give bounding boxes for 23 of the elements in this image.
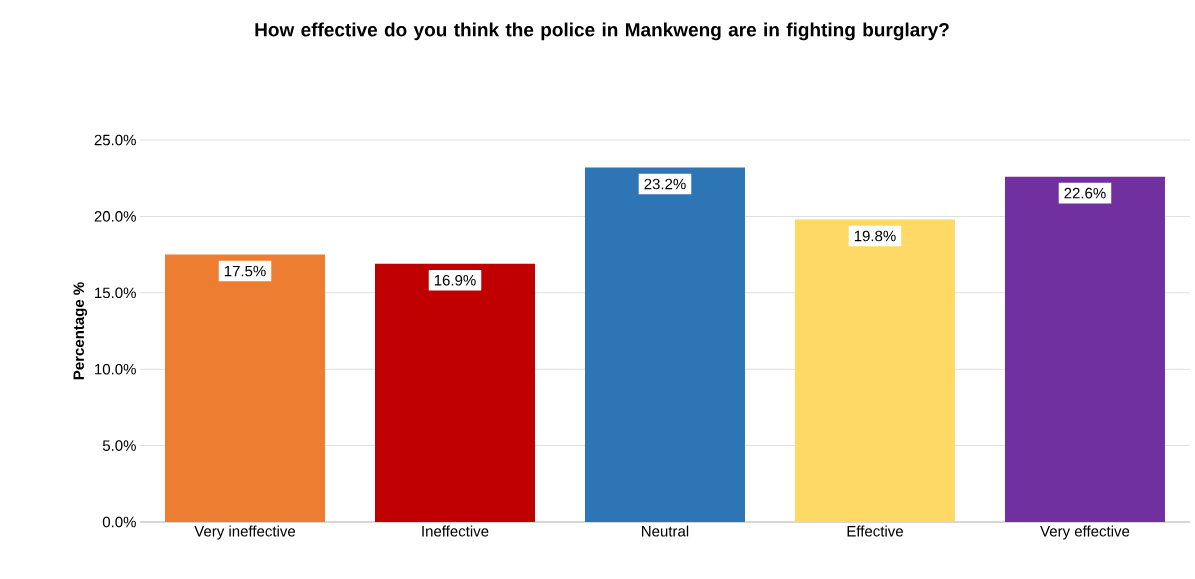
bar <box>165 254 325 522</box>
y-tick-label: 0.0% <box>102 516 136 528</box>
bar <box>1004 176 1165 522</box>
x-tick-label: Effective <box>847 525 903 537</box>
y-axis-title: Percentage % <box>73 282 88 380</box>
x-tick-label: Very ineffective <box>194 525 296 540</box>
y-tick-label: 25.0% <box>94 134 136 146</box>
y-tick-label: 20.0% <box>94 211 136 222</box>
data-label: 17.5% <box>224 265 266 277</box>
bar <box>374 263 535 522</box>
bar <box>584 167 745 522</box>
y-tick-label: 5.0% <box>102 440 136 451</box>
y-tick-label: 15.0% <box>95 287 136 299</box>
x-tick-label: Very effective <box>1040 525 1130 540</box>
bar <box>794 219 955 522</box>
data-label: 16.9% <box>434 274 476 286</box>
data-label: 19.8% <box>854 230 896 242</box>
y-tick-label: 10.0% <box>95 363 136 375</box>
x-tick-label: Neutral <box>642 525 689 537</box>
data-label: 23.2% <box>644 178 686 190</box>
data-label: 22.6% <box>1064 187 1106 199</box>
x-tick-label: Ineffective <box>422 525 489 537</box>
chart-title: How effective do you think the police in Mankweng are in fighting burglary? <box>255 22 949 41</box>
